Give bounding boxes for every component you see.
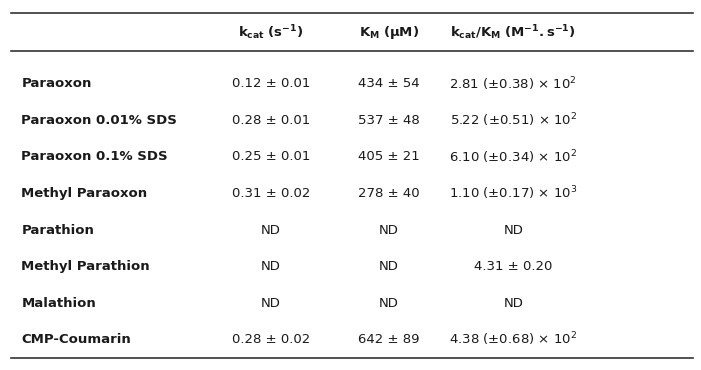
Text: 405 ± 21: 405 ± 21	[358, 151, 419, 164]
Text: $\mathbf{K_{M}}$ $\mathbf{(\mu M)}$: $\mathbf{K_{M}}$ $\mathbf{(\mu M)}$	[358, 24, 418, 41]
Text: Parathion: Parathion	[22, 223, 95, 236]
Text: 0.31 ± 0.02: 0.31 ± 0.02	[231, 187, 310, 200]
Text: 537 ± 48: 537 ± 48	[358, 114, 419, 127]
Text: 642 ± 89: 642 ± 89	[358, 333, 419, 346]
Text: 1.10 (±0.17) × 10$^{3}$: 1.10 (±0.17) × 10$^{3}$	[449, 185, 578, 202]
Text: 0.12 ± 0.01: 0.12 ± 0.01	[231, 77, 310, 90]
Text: ND: ND	[261, 260, 281, 273]
Text: Paraoxon: Paraoxon	[22, 77, 92, 90]
Text: 278 ± 40: 278 ± 40	[358, 187, 419, 200]
Text: 0.28 ± 0.02: 0.28 ± 0.02	[232, 333, 310, 346]
Text: Paraoxon 0.01% SDS: Paraoxon 0.01% SDS	[22, 114, 177, 127]
Text: ND: ND	[261, 223, 281, 236]
Text: ND: ND	[503, 223, 523, 236]
Text: 0.25 ± 0.01: 0.25 ± 0.01	[231, 151, 310, 164]
Text: ND: ND	[379, 223, 399, 236]
Text: Methyl Paraoxon: Methyl Paraoxon	[22, 187, 148, 200]
Text: CMP-Coumarin: CMP-Coumarin	[22, 333, 131, 346]
Text: 434 ± 54: 434 ± 54	[358, 77, 419, 90]
Text: 2.81 (±0.38) × 10$^{2}$: 2.81 (±0.38) × 10$^{2}$	[449, 75, 577, 93]
Text: 6.10 (±0.34) × 10$^{2}$: 6.10 (±0.34) × 10$^{2}$	[449, 148, 578, 166]
Text: 4.38 (±0.68) × 10$^{2}$: 4.38 (±0.68) × 10$^{2}$	[449, 331, 578, 349]
Text: Malathion: Malathion	[22, 297, 96, 310]
Text: Methyl Parathion: Methyl Parathion	[22, 260, 150, 273]
Text: ND: ND	[261, 297, 281, 310]
Text: $\mathbf{k_{cat}/K_{M}}$ $\mathbf{(M^{-1}.s^{-1})}$: $\mathbf{k_{cat}/K_{M}}$ $\mathbf{(M^{-1…	[451, 23, 576, 42]
Text: ND: ND	[503, 297, 523, 310]
Text: $\mathbf{k_{cat}}$ $\mathbf{(s^{-1})}$: $\mathbf{k_{cat}}$ $\mathbf{(s^{-1})}$	[238, 23, 304, 42]
Text: 5.22 (±0.51) × 10$^{2}$: 5.22 (±0.51) × 10$^{2}$	[449, 112, 577, 129]
Text: 4.31 ± 0.20: 4.31 ± 0.20	[474, 260, 552, 273]
Text: Paraoxon 0.1% SDS: Paraoxon 0.1% SDS	[22, 151, 168, 164]
Text: ND: ND	[379, 297, 399, 310]
Text: 0.28 ± 0.01: 0.28 ± 0.01	[232, 114, 310, 127]
Text: ND: ND	[379, 260, 399, 273]
